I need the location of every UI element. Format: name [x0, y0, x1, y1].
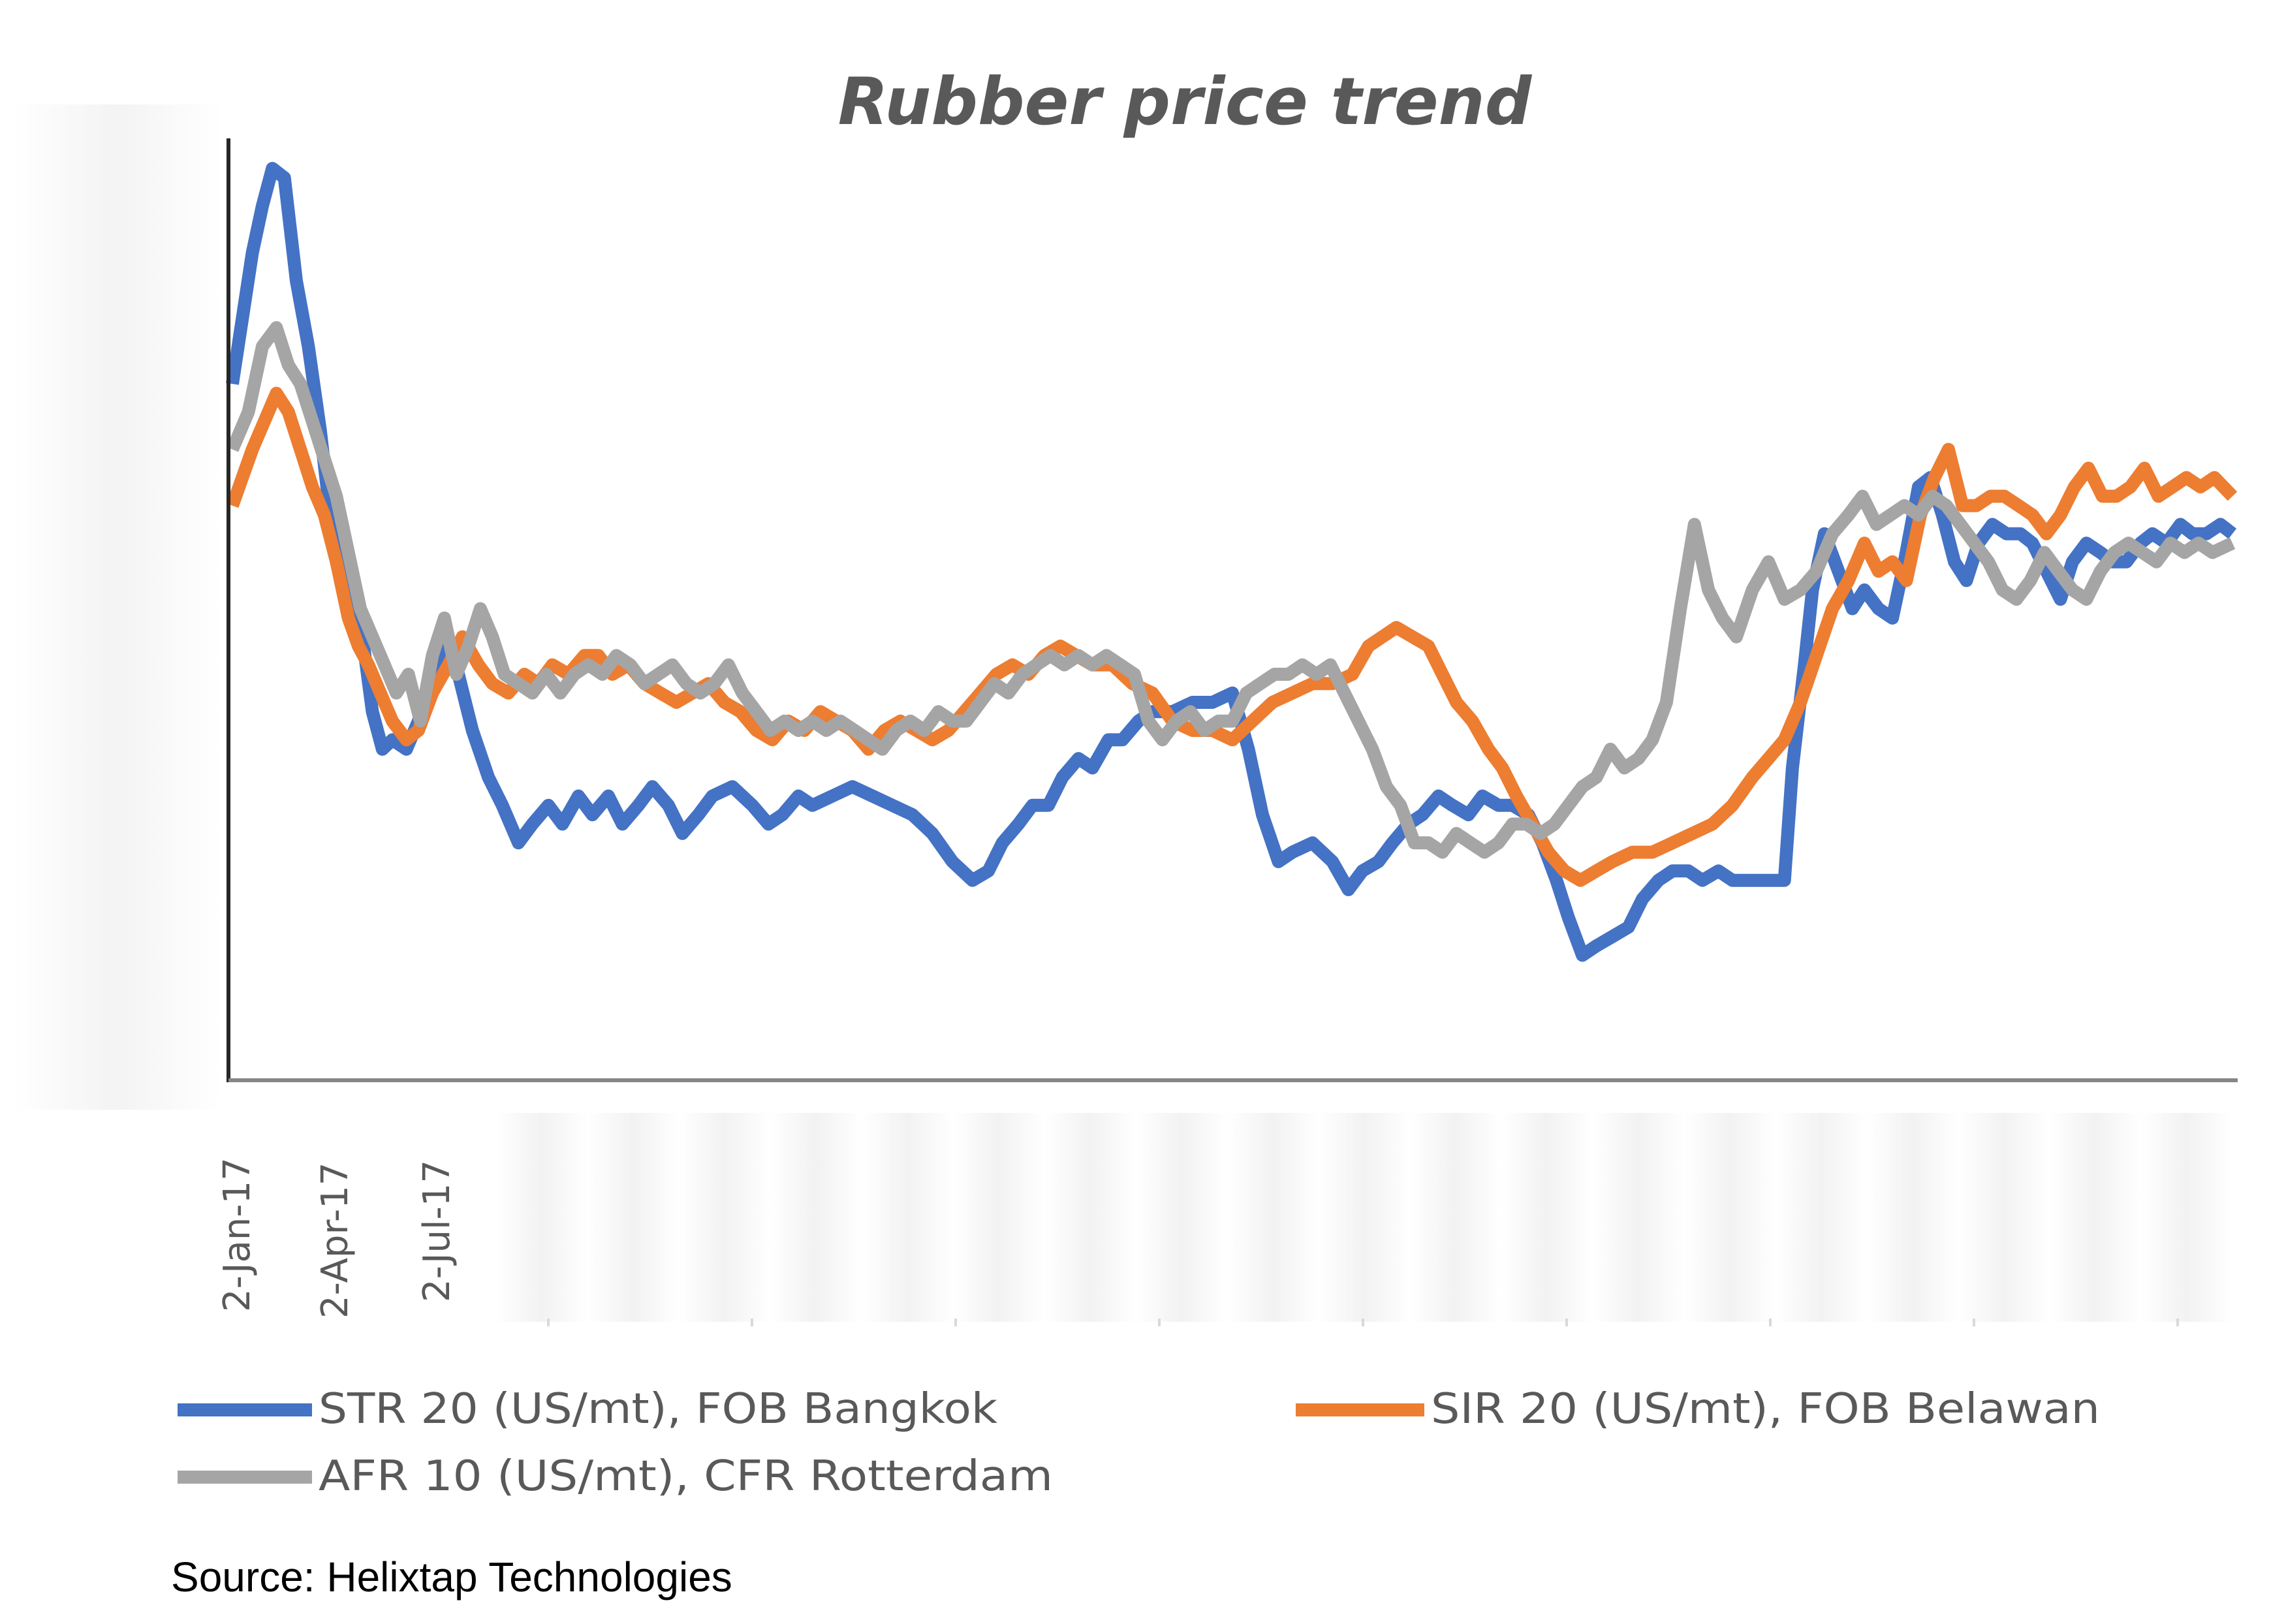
x-label-blur-band	[1136, 1113, 1227, 1322]
chart-title: Rubber price trend	[838, 63, 1533, 140]
x-label-blur-band	[1776, 1113, 1867, 1322]
legend-label-str20: STR 20 (US/mt), FOB Bangkok	[319, 1385, 997, 1433]
series-line-1	[226, 386, 2238, 887]
x-label-blur-band	[1044, 1113, 1136, 1322]
x-label-blur-band	[1958, 1113, 2050, 1322]
x-label-blur-band	[2141, 1113, 2232, 1322]
legend-label-sir20: SIR 20 (US/mt), FOB Belawan	[1431, 1385, 2100, 1433]
x-label-blur-band	[587, 1113, 679, 1322]
series-line-0	[226, 162, 2237, 962]
x-label-blur-band	[1410, 1113, 1501, 1322]
x-axis-labels-blurred	[496, 1113, 2232, 1322]
x-label-blur-band	[2050, 1113, 2141, 1322]
series-line-2	[226, 321, 2236, 859]
legend: STR 20 (US/mt), FOB Bangkok SIR 20 (US/m…	[178, 1385, 2100, 1501]
x-label-blur-band	[1501, 1113, 1593, 1322]
x-ticks	[547, 1319, 2179, 1326]
legend-label-afr10: AFR 10 (US/mt), CFR Rotterdam	[319, 1452, 1053, 1501]
y-axis-labels-blurred	[13, 104, 222, 1110]
x-label-blur-band	[679, 1113, 770, 1322]
x-label-blur-band	[496, 1113, 587, 1322]
x-label-blur-band	[862, 1113, 953, 1322]
x-label-blur-band	[1227, 1113, 1319, 1322]
x-tick-label: 2-Jul-17	[416, 1160, 458, 1302]
x-tick-label: 2-Jan-17	[216, 1157, 258, 1312]
x-label-blur-band	[1593, 1113, 1684, 1322]
x-label-blur-band	[1684, 1113, 1776, 1322]
x-label-blur-band	[770, 1113, 862, 1322]
x-label-blur-band	[953, 1113, 1044, 1322]
x-label-blur-band	[1867, 1113, 1958, 1322]
x-tick-label: 2-Apr-17	[314, 1163, 356, 1319]
source-note: Source: Helixtap Technologies	[171, 1554, 732, 1601]
plot-area	[226, 162, 2238, 962]
x-label-blur-band	[1319, 1113, 1410, 1322]
